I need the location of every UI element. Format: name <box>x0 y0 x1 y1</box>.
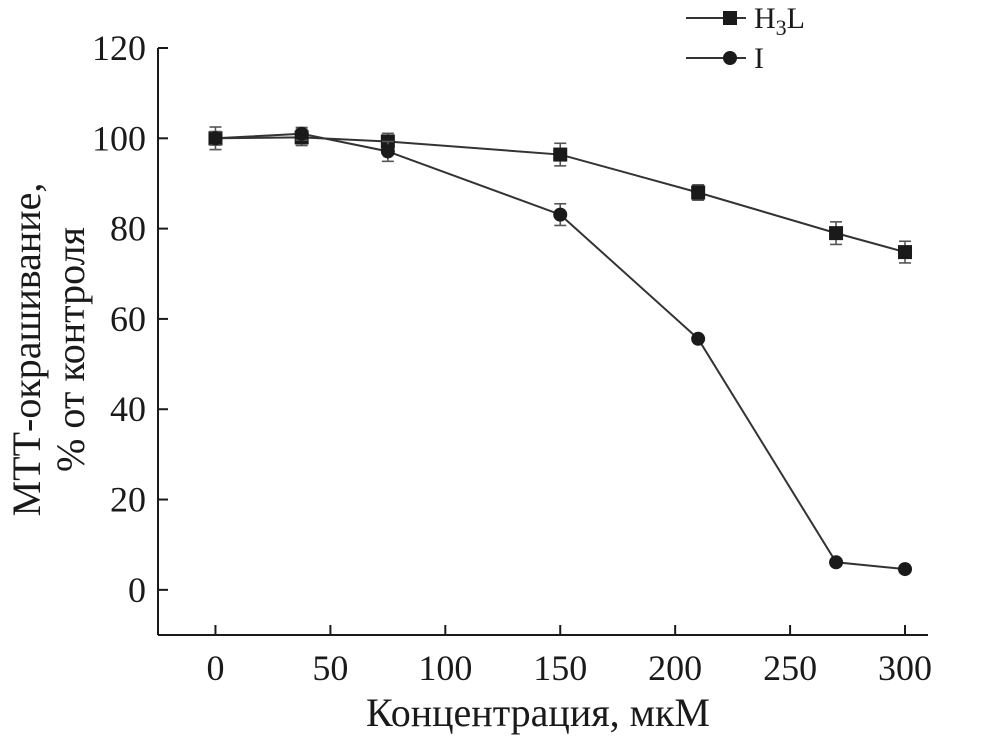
data-point <box>208 131 223 146</box>
data-point <box>553 207 568 222</box>
y-tick-label: 20 <box>110 480 146 520</box>
y-tick-label: 40 <box>110 389 146 429</box>
x-tick-label: 300 <box>878 648 932 688</box>
data-point <box>380 144 395 159</box>
x-tick-label: 200 <box>648 648 702 688</box>
data-point <box>294 126 309 141</box>
series-0 <box>208 126 913 264</box>
data-point <box>829 226 844 241</box>
series-layer <box>208 126 913 577</box>
series-line <box>215 132 906 571</box>
x-tick-label: 0 <box>206 648 224 688</box>
axes: 0 20 40 60 80 100 120 0 50 100 150 200 250 300 <box>92 28 932 688</box>
y-tick-label: 80 <box>110 209 146 249</box>
y-axis-title-line-2: % от контроля <box>48 227 93 472</box>
legend-marker <box>723 11 737 25</box>
x-tick-label: 250 <box>763 648 817 688</box>
x-tick-label: 50 <box>312 648 348 688</box>
y-axis-title-line-1: МТТ-окрашивание, <box>4 183 49 517</box>
y-tick-label: 0 <box>128 570 146 610</box>
legend-label: I <box>754 42 764 75</box>
data-point <box>898 562 913 577</box>
series-1 <box>208 126 913 577</box>
legend-label: H3L <box>754 2 805 40</box>
data-point <box>898 245 913 260</box>
data-point <box>691 185 706 200</box>
y-tick-label: 120 <box>92 28 146 68</box>
data-point <box>553 147 568 162</box>
legend-marker <box>723 51 737 65</box>
y-tick-label: 100 <box>92 118 146 158</box>
data-point <box>691 331 706 346</box>
data-point <box>829 555 844 570</box>
x-tick-label: 100 <box>418 648 472 688</box>
x-axis-title: Концентрация, мкМ <box>366 690 710 735</box>
x-tick-label: 150 <box>533 648 587 688</box>
y-tick-label: 60 <box>110 299 146 339</box>
